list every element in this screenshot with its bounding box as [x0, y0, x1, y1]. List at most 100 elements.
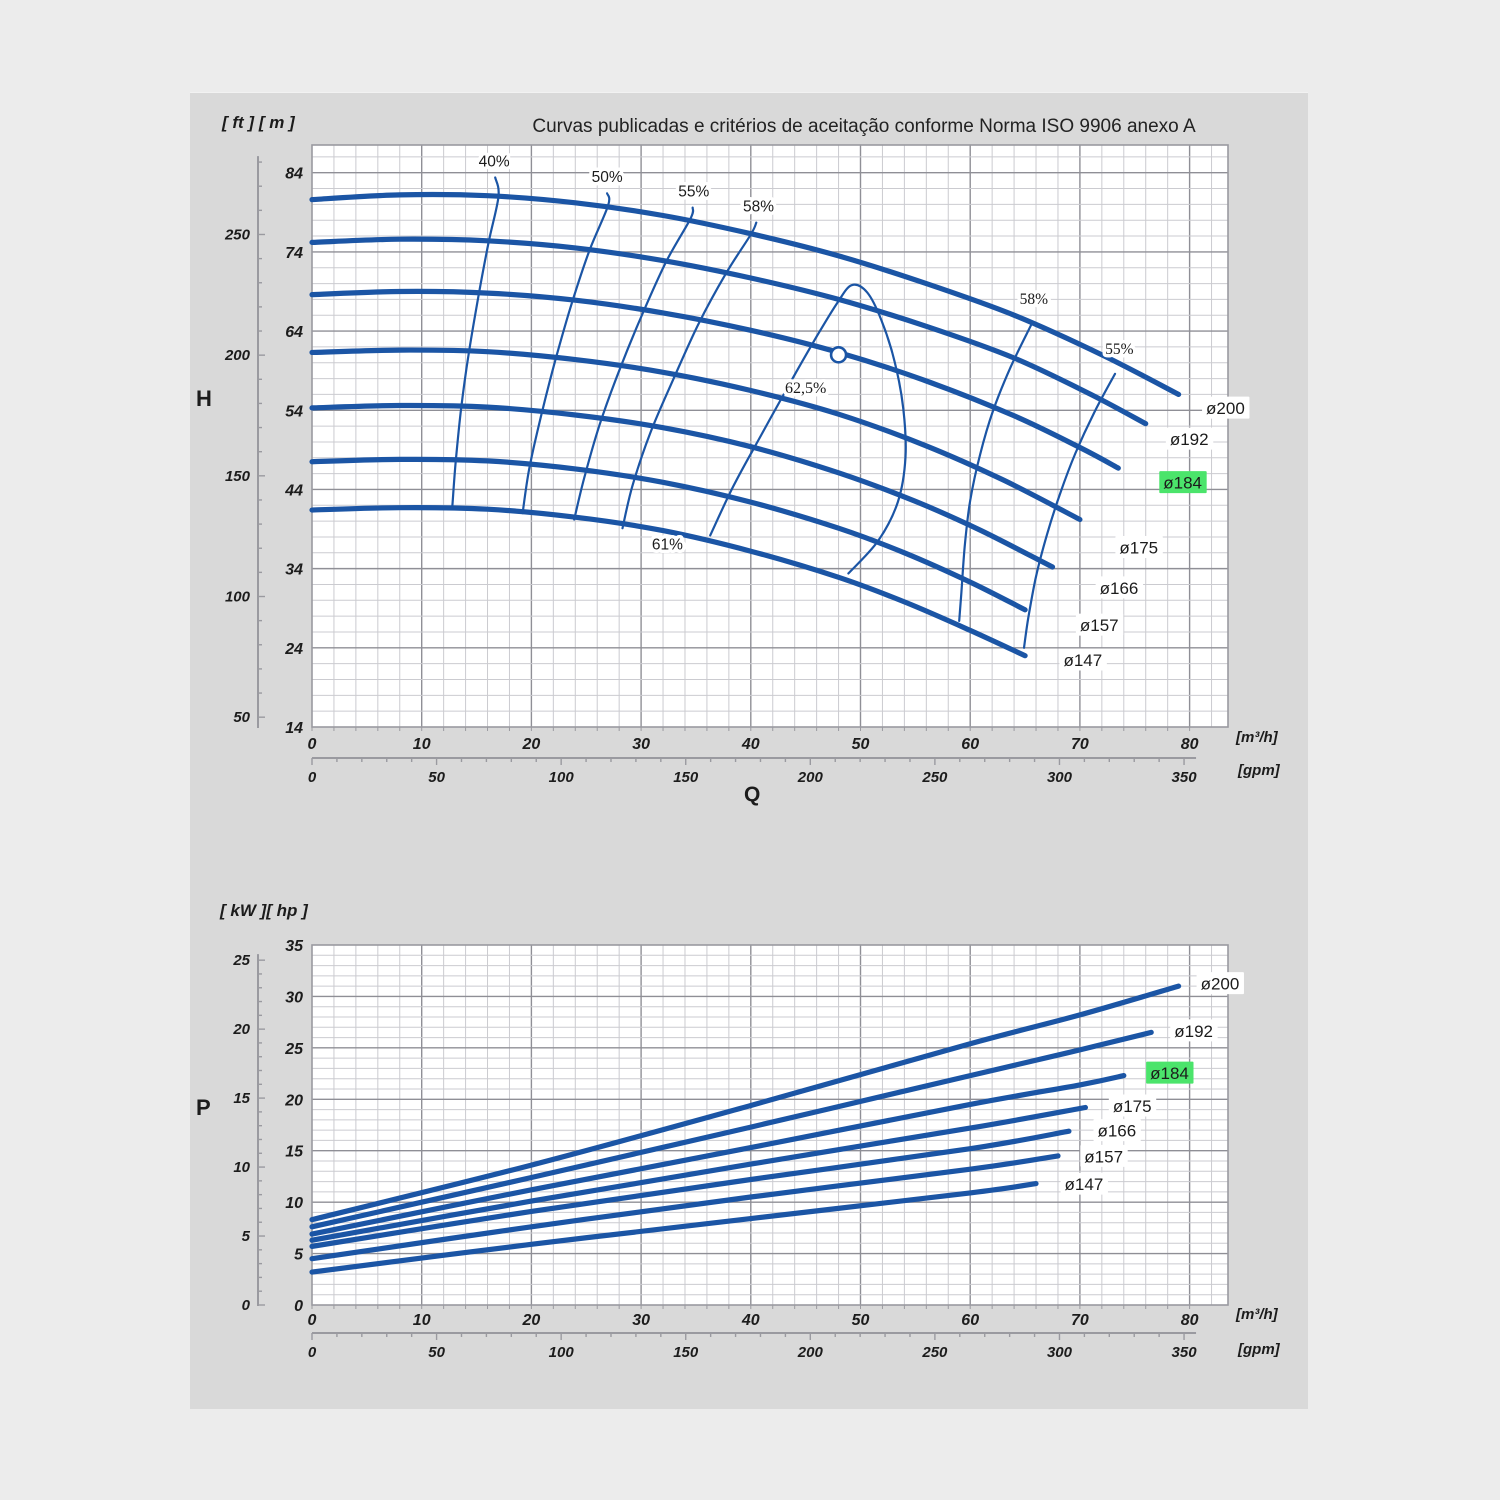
gpm-tick-label: 100 — [549, 769, 575, 786]
x-tick-label: 30 — [632, 1312, 650, 1329]
head-flow-unit-us: [gpm] — [1238, 762, 1280, 779]
gpm-tick-label: 250 — [921, 1344, 948, 1361]
x-tick-label: 0 — [308, 1312, 317, 1329]
efficiency-label-40: 40% — [479, 153, 510, 170]
y-tick-label: 0 — [294, 1298, 303, 1315]
diameter-label-bg-147 — [1060, 1172, 1108, 1195]
head-flow-plot-area — [312, 145, 1228, 727]
efficiency-label-55: 55% — [1105, 341, 1134, 358]
diameter-label-bg-192 — [1170, 1019, 1218, 1042]
head-flow-curve-175 — [309, 347, 1083, 523]
gpm-tick-label: 200 — [797, 1344, 824, 1361]
diameter-label-147: ø147 — [1063, 651, 1102, 670]
head-flow-curve-157 — [309, 456, 1028, 613]
gpm-tick-label: 50 — [428, 769, 445, 786]
diameter-label-200: ø200 — [1206, 399, 1245, 418]
secondary-y-tick-label: 25 — [232, 952, 250, 969]
power-units-header: [ kW ][ hp ] — [220, 901, 308, 920]
power-flow-curve-192 — [309, 1029, 1154, 1230]
secondary-y-tick-label: 250 — [224, 226, 251, 243]
head-flow-plot-border — [311, 144, 1229, 728]
head-flow-secondary-y-ruler — [257, 156, 265, 728]
diameter-label-157: ø157 — [1080, 616, 1119, 635]
efficiency-line-50 — [521, 192, 611, 515]
y-tick-label: 10 — [285, 1195, 303, 1212]
power-flow-grid — [312, 945, 1228, 1305]
x-tick-label: 60 — [961, 736, 979, 753]
secondary-y-tick-label: 15 — [233, 1090, 250, 1107]
diameter-label-175: ø175 — [1113, 1097, 1152, 1116]
head-flow-curves — [309, 176, 1182, 659]
diameter-label-192: ø192 — [1170, 430, 1209, 449]
y-tick-label: 84 — [285, 166, 303, 183]
gpm-tick-label: 300 — [1047, 1344, 1073, 1361]
y-tick-label: 35 — [285, 938, 304, 955]
y-tick-label: 74 — [285, 245, 303, 262]
diameter-label-184: ø184 — [1163, 474, 1202, 493]
diameter-label-bg-192 — [1165, 427, 1214, 450]
diameter-label-166: ø166 — [1100, 579, 1139, 598]
head-flow-unit-metric: [m³/h] — [1236, 729, 1278, 746]
diameter-label-bg-157 — [1075, 613, 1124, 636]
efficiency-label-58: 58% — [743, 199, 774, 216]
diameter-label-184: ø184 — [1150, 1064, 1189, 1083]
gpm-tick-label: 350 — [1172, 769, 1198, 786]
secondary-y-tick-label: 50 — [233, 709, 250, 726]
duty-point-label: 62,5% — [785, 380, 826, 397]
gpm-tick-label: 350 — [1172, 1344, 1198, 1361]
x-tick-label: 50 — [852, 736, 870, 753]
y-tick-label: 14 — [285, 720, 303, 737]
diameter-label-200: ø200 — [1201, 975, 1240, 994]
diameter-label-bg-166 — [1093, 1119, 1141, 1142]
x-tick-label: 20 — [522, 1312, 541, 1329]
x-tick-label: 80 — [1181, 1312, 1199, 1329]
x-tick-label: 80 — [1181, 736, 1199, 753]
diameter-label-bg-184 — [1159, 471, 1207, 494]
y-tick-label: 30 — [285, 989, 303, 1006]
secondary-y-tick-label: 0 — [242, 1297, 251, 1314]
gpm-tick-label: 200 — [797, 769, 824, 786]
diameter-label-bg-175 — [1115, 536, 1163, 559]
diameter-label-bg-157 — [1080, 1144, 1128, 1167]
efficiency-line-58 — [621, 221, 758, 530]
duty-point-marker — [829, 346, 848, 364]
diameter-label-bg-147 — [1059, 648, 1107, 671]
diameter-label-157: ø157 — [1084, 1147, 1123, 1166]
head-flow-curve-192 — [309, 236, 1149, 427]
diameter-label-bg-200 — [1202, 396, 1250, 419]
x-tick-label: 30 — [632, 736, 650, 753]
page-title: Curvas publicadas e critérios de aceitaç… — [532, 116, 1196, 137]
power-flow-plot-border — [311, 944, 1229, 1306]
gpm-tick-label: 250 — [921, 769, 948, 786]
x-tick-label: 40 — [741, 1312, 760, 1329]
power-flow-curves — [309, 983, 1182, 1275]
power-flow-curve-175 — [309, 1104, 1088, 1243]
x-tick-label: 0 — [308, 736, 317, 753]
gpm-tick-label: 300 — [1047, 769, 1073, 786]
power-flow-secondary-y-ruler — [257, 954, 265, 1306]
y-tick-label: 24 — [284, 641, 303, 658]
gpm-tick-label: 0 — [308, 769, 317, 786]
secondary-y-tick-label: 20 — [232, 1021, 250, 1038]
efficiency-line-58 — [958, 322, 1033, 622]
diameter-label-bg-166 — [1095, 576, 1144, 599]
y-tick-label: 64 — [285, 324, 303, 341]
head-flow-curve-147 — [309, 505, 1028, 659]
secondary-y-tick-label: 200 — [224, 347, 251, 364]
y-tick-label: 54 — [285, 403, 303, 420]
gpm-tick-label: 50 — [428, 1344, 445, 1361]
y-tick-label: 20 — [284, 1092, 303, 1109]
efficiency-label-61: 61% — [652, 537, 683, 554]
y-tick-label: 5 — [294, 1247, 304, 1264]
x-tick-label: 20 — [522, 736, 541, 753]
x-tick-label: 50 — [852, 1312, 870, 1329]
power-flow-curve-157 — [309, 1153, 1061, 1262]
y-tick-label: 34 — [285, 562, 303, 579]
power-flow-unit-us: [gpm] — [1238, 1341, 1280, 1358]
head-flow-curve-184 — [309, 288, 1121, 471]
power-flow-curve-200 — [309, 983, 1182, 1223]
head-flow-curve-166 — [309, 402, 1056, 570]
